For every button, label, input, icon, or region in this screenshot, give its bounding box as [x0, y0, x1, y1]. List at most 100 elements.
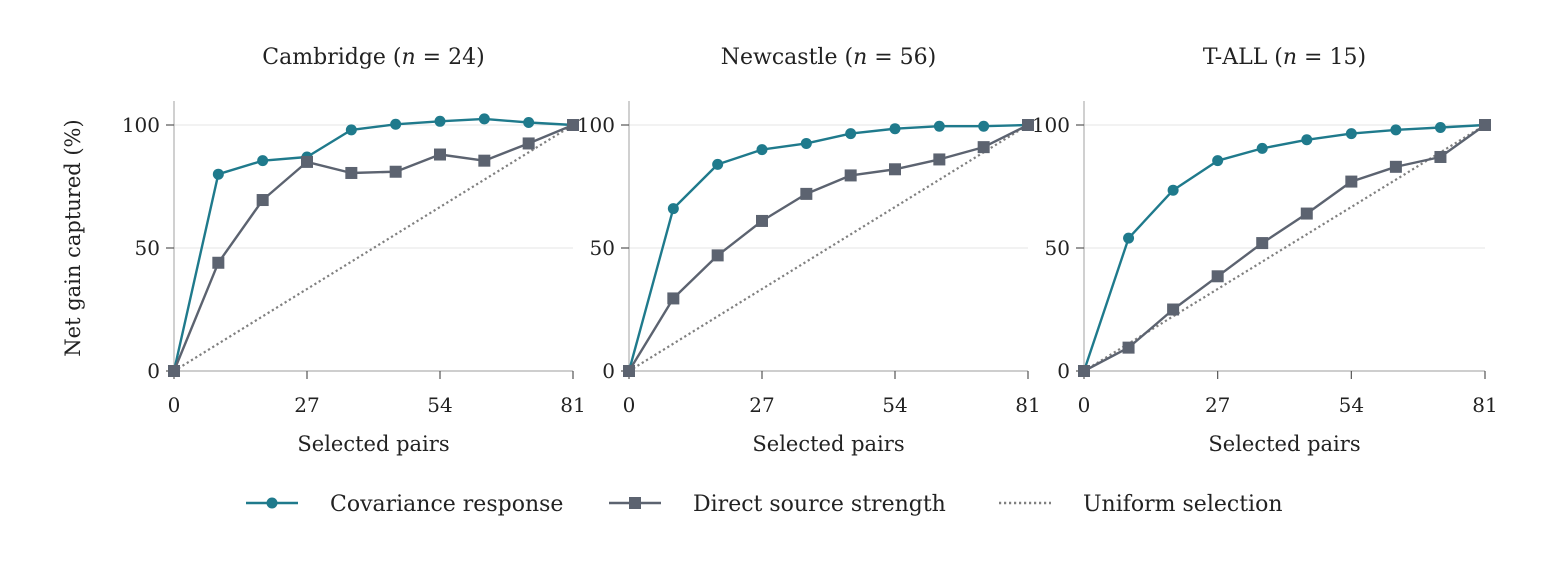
data-point-square — [711, 249, 724, 262]
x-tick-label: 27 — [749, 393, 774, 417]
data-point-circle — [1434, 121, 1446, 133]
data-point-square — [1211, 270, 1224, 283]
panel-title: T-ALL (n = 15) — [1203, 45, 1366, 70]
data-point-square — [522, 137, 535, 150]
series-line-covariance-response — [172, 117, 574, 372]
data-point-square — [977, 141, 990, 154]
data-point-circle — [889, 123, 901, 135]
x-axis-label: Selected pairs — [752, 432, 904, 456]
x-tick-label: 0 — [168, 393, 181, 417]
series-line-uniform-selection — [173, 124, 574, 372]
series-line-covariance-response — [627, 123, 1029, 372]
data-point-square — [1256, 237, 1269, 250]
data-point-circle — [523, 117, 535, 129]
data-point-circle — [1212, 155, 1224, 167]
series-line-uniform-selection — [1083, 124, 1486, 372]
data-point-circle — [1256, 142, 1268, 154]
legend-label: Uniform selection — [1083, 492, 1282, 517]
data-point-circle — [978, 120, 990, 132]
data-point-square — [1167, 303, 1180, 316]
x-tick-label: 81 — [1472, 393, 1497, 417]
x-tick-label: 54 — [1339, 393, 1364, 417]
x-tick-label: 81 — [560, 393, 585, 417]
y-tick-label: 100 — [577, 113, 615, 137]
y-tick-label: 50 — [590, 236, 615, 260]
x-tick-label: 27 — [1205, 393, 1230, 417]
data-point-circle — [1123, 232, 1135, 244]
data-point-square — [256, 194, 269, 207]
data-point-square — [478, 154, 491, 167]
y-axis-label: Net gain captured (%) — [61, 119, 85, 356]
data-point-square — [889, 163, 901, 176]
data-point-circle — [1301, 134, 1313, 146]
data-point-circle — [390, 118, 402, 130]
y-tick-label: 100 — [122, 113, 160, 137]
data-point-circle — [933, 120, 945, 132]
series-line-direct-source-strength — [172, 123, 574, 372]
data-point-circle — [1167, 184, 1179, 196]
data-point-square — [1389, 160, 1402, 173]
legend: Covariance response Direct source strengt… — [246, 492, 1282, 517]
y-tick-label: 0 — [602, 359, 615, 383]
data-point-circle — [1345, 128, 1357, 140]
data-point-square — [1078, 365, 1090, 377]
y-tick-label: 0 — [147, 359, 160, 383]
data-point-square — [800, 187, 813, 200]
data-point-square — [1300, 207, 1313, 220]
data-point-circle — [667, 203, 679, 215]
data-point-circle — [756, 144, 768, 156]
x-tick-label: 0 — [623, 393, 636, 417]
series-line-covariance-response — [1082, 123, 1486, 372]
panel-2: 0 50 100 0 27 54 81 Selected pairs Newcastle (n … — [577, 45, 1041, 456]
panel-title: Newcastle (n = 56) — [721, 45, 936, 70]
series-line-direct-source-strength — [1083, 124, 1486, 373]
data-point-square — [212, 256, 225, 269]
data-point-square — [168, 365, 180, 377]
x-axis-label: Selected pairs — [1208, 432, 1360, 456]
legend-item-3: Uniform selection — [999, 492, 1282, 517]
legend-label: Direct source strength — [693, 492, 946, 517]
data-point-circle — [257, 155, 269, 167]
data-point-square — [301, 155, 313, 168]
panel-1: 0 50 100 0 27 54 81 Selected pairs Net gain capt… — [61, 45, 586, 456]
y-tick-label: 50 — [135, 236, 160, 260]
data-point-circle — [478, 113, 490, 125]
data-point-circle — [712, 158, 724, 170]
data-point-square — [844, 169, 857, 182]
legend-label: Covariance response — [330, 492, 563, 517]
data-point-square — [345, 166, 358, 179]
data-point-circle — [434, 115, 446, 127]
data-point-square — [1022, 119, 1034, 131]
legend-marker-circle — [266, 497, 278, 509]
panel-3: 0 50 100 0 27 54 81 Selected pairs T-ALL (n = 15… — [1032, 45, 1498, 456]
legend-item-2: Direct source strength — [609, 492, 946, 517]
x-tick-label: 27 — [294, 393, 319, 417]
x-tick-label: 81 — [1015, 393, 1040, 417]
data-point-square — [389, 165, 402, 178]
data-point-square — [756, 214, 768, 227]
data-point-circle — [212, 168, 224, 180]
data-point-square — [1434, 150, 1447, 163]
data-point-square — [1122, 341, 1135, 354]
data-point-circle — [345, 124, 357, 136]
data-point-square — [623, 365, 635, 377]
legend-item-1: Covariance response — [246, 492, 563, 517]
panel-title: Cambridge (n = 24) — [262, 45, 484, 70]
y-tick-label: 100 — [1032, 113, 1070, 137]
legend-marker-square — [629, 497, 641, 509]
y-tick-label: 0 — [1057, 359, 1070, 383]
x-tick-label: 54 — [427, 393, 452, 417]
data-point-square — [1479, 119, 1491, 131]
x-tick-label: 0 — [1078, 393, 1091, 417]
data-point-square — [434, 148, 446, 161]
data-point-square — [667, 292, 680, 305]
y-tick-label: 50 — [1045, 236, 1070, 260]
series-line-uniform-selection — [628, 124, 1029, 372]
data-point-circle — [845, 128, 857, 140]
x-axis-label: Selected pairs — [297, 432, 449, 456]
x-tick-label: 54 — [882, 393, 907, 417]
series-line-direct-source-strength — [627, 123, 1029, 372]
data-point-circle — [800, 137, 812, 149]
data-point-circle — [1390, 124, 1402, 136]
data-point-square — [933, 153, 946, 166]
